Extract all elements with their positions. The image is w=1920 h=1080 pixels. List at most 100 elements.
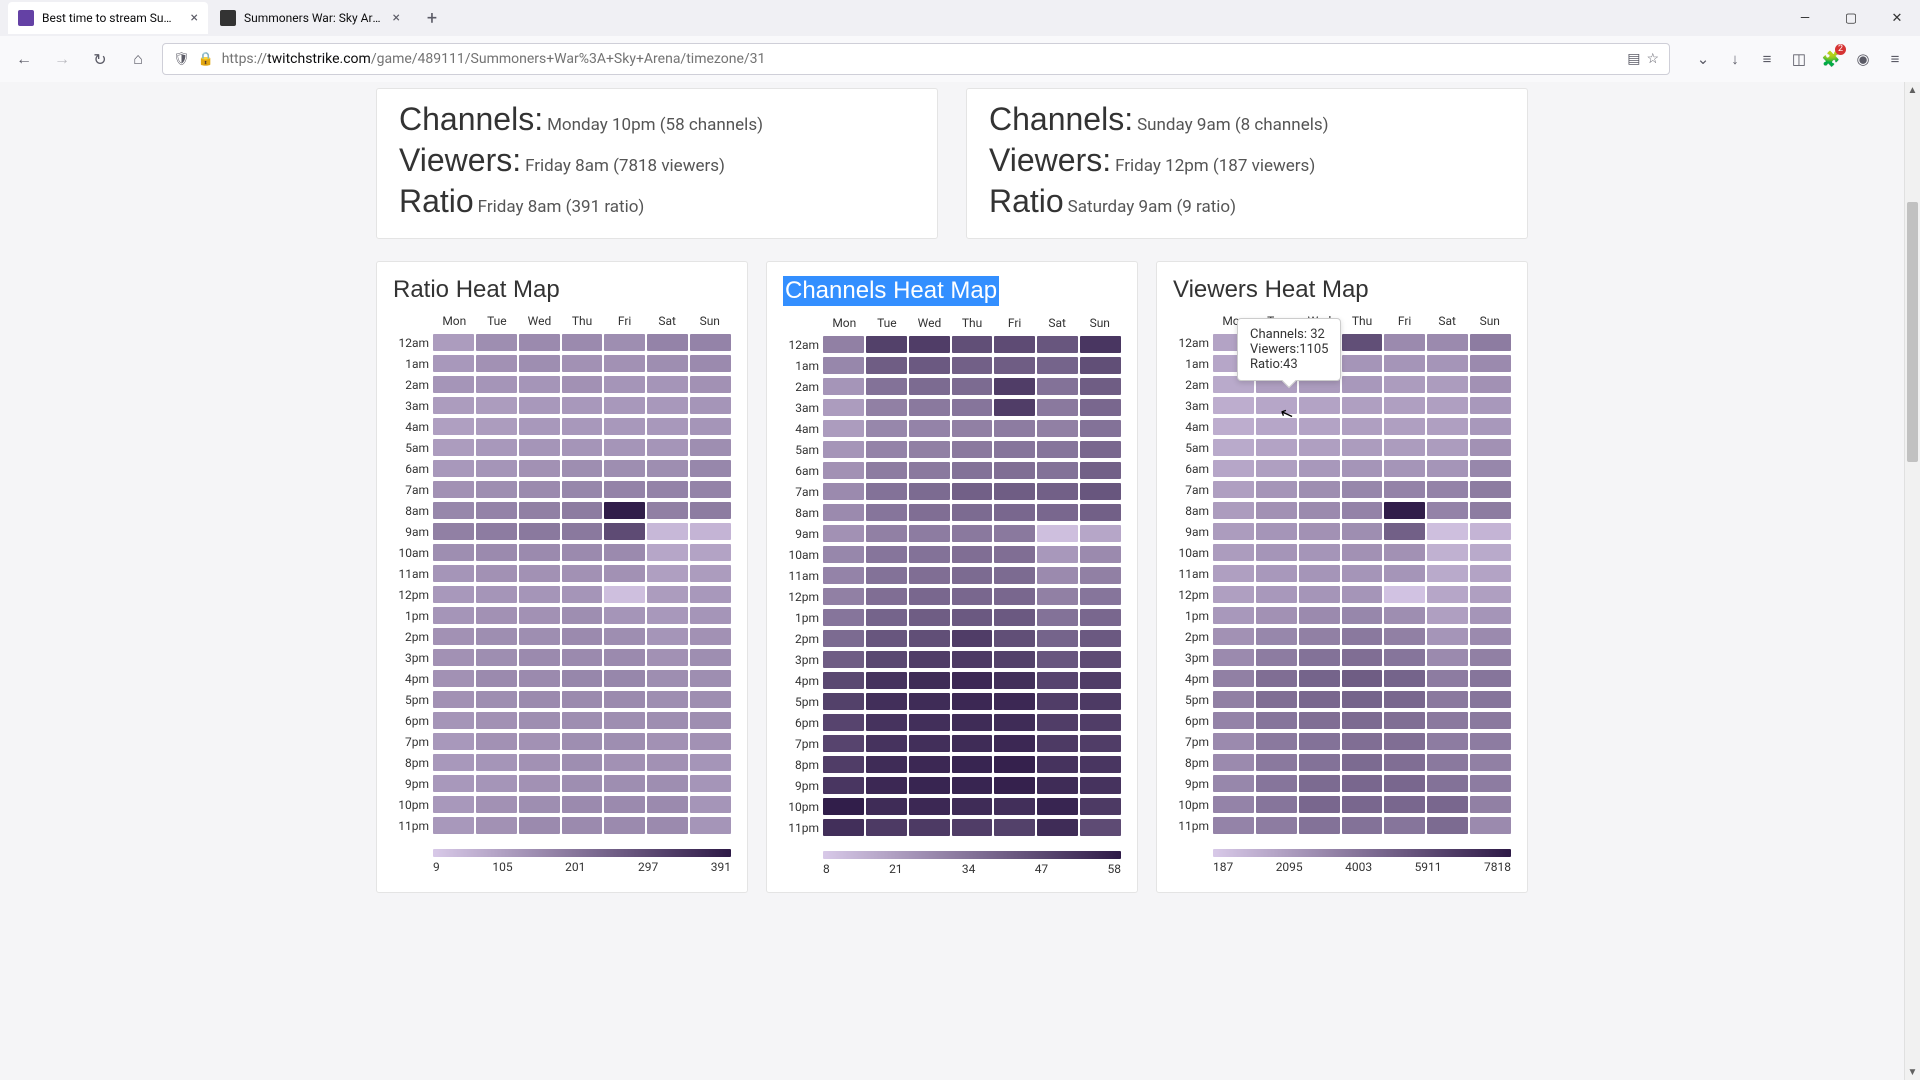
- heatmap-cell[interactable]: [952, 651, 993, 668]
- heatmap-cell[interactable]: [690, 481, 731, 498]
- heatmap-cell[interactable]: [690, 691, 731, 708]
- heatmap-cell[interactable]: [647, 670, 688, 687]
- heatmap-cell[interactable]: [1256, 502, 1297, 519]
- heatmap-cell[interactable]: [647, 817, 688, 834]
- heatmap-cell[interactable]: [604, 544, 645, 561]
- heatmap-cell[interactable]: [433, 397, 474, 414]
- heatmap-cell[interactable]: [604, 775, 645, 792]
- heatmap-cell[interactable]: [1213, 733, 1254, 750]
- heatmap-cell[interactable]: [1427, 586, 1468, 603]
- heatmap-cell[interactable]: [1384, 334, 1425, 351]
- heatmap-cell[interactable]: [519, 607, 560, 624]
- heatmap-cell[interactable]: [866, 525, 907, 542]
- heatmap-cell[interactable]: [433, 355, 474, 372]
- heatmap-cell[interactable]: [690, 460, 731, 477]
- heatmap-cell[interactable]: [1213, 607, 1254, 624]
- heatmap-cell[interactable]: [690, 565, 731, 582]
- heatmap-cell[interactable]: [994, 735, 1035, 752]
- heatmap-cell[interactable]: [1299, 523, 1340, 540]
- heatmap-cell[interactable]: [1427, 523, 1468, 540]
- heatmap-cell[interactable]: [562, 565, 603, 582]
- heatmap-cell[interactable]: [994, 399, 1035, 416]
- heatmap-cell[interactable]: [994, 525, 1035, 542]
- heatmap-cell[interactable]: [952, 630, 993, 647]
- heatmap-cell[interactable]: [1037, 798, 1078, 815]
- heatmap-cell[interactable]: [866, 714, 907, 731]
- downloads-icon[interactable]: ↓: [1720, 44, 1750, 74]
- heatmap-cell[interactable]: [952, 399, 993, 416]
- heatmap-cell[interactable]: [690, 397, 731, 414]
- heatmap-cell[interactable]: [519, 355, 560, 372]
- heatmap-cell[interactable]: [1427, 418, 1468, 435]
- heatmap-cell[interactable]: [519, 586, 560, 603]
- heatmap-cell[interactable]: [866, 693, 907, 710]
- heatmap-cell[interactable]: [1470, 334, 1511, 351]
- heatmap-cell[interactable]: [1213, 586, 1254, 603]
- heatmap-cell[interactable]: [1427, 670, 1468, 687]
- heatmap-cell[interactable]: [909, 756, 950, 773]
- heatmap-cell[interactable]: [647, 460, 688, 477]
- heatmap-cell[interactable]: [1037, 735, 1078, 752]
- heatmap-cell[interactable]: [952, 378, 993, 395]
- heatmap-cell[interactable]: [519, 439, 560, 456]
- heatmap-cell[interactable]: [476, 670, 517, 687]
- heatmap-cell[interactable]: [866, 630, 907, 647]
- heatmap-cell[interactable]: [1037, 651, 1078, 668]
- heatmap-cell[interactable]: [823, 756, 864, 773]
- heatmap-cell[interactable]: [909, 336, 950, 353]
- heatmap-cell[interactable]: [433, 691, 474, 708]
- heatmap-cell[interactable]: [1470, 418, 1511, 435]
- heatmap-cell[interactable]: [562, 544, 603, 561]
- heatmap-cell[interactable]: [866, 504, 907, 521]
- heatmap-cell[interactable]: [952, 672, 993, 689]
- heatmap-cell[interactable]: [823, 378, 864, 395]
- heatmap-cell[interactable]: [909, 567, 950, 584]
- heatmap-cell[interactable]: [1384, 439, 1425, 456]
- heatmap-cell[interactable]: [1256, 439, 1297, 456]
- heatmap-cell[interactable]: [1470, 796, 1511, 813]
- heatmap-cell[interactable]: [433, 712, 474, 729]
- heatmap-cell[interactable]: [1037, 609, 1078, 626]
- heatmap-cell[interactable]: [690, 418, 731, 435]
- heatmap-cell[interactable]: [1427, 460, 1468, 477]
- heatmap-cell[interactable]: [1342, 376, 1383, 393]
- heatmap-cell[interactable]: [1256, 565, 1297, 582]
- heatmap-cell[interactable]: [690, 523, 731, 540]
- heatmap-cell[interactable]: [823, 588, 864, 605]
- heatmap-cell[interactable]: [562, 691, 603, 708]
- heatmap-cell[interactable]: [476, 796, 517, 813]
- heatmap-cell[interactable]: [823, 798, 864, 815]
- heatmap-cell[interactable]: [1470, 670, 1511, 687]
- heatmap-cell[interactable]: [1342, 628, 1383, 645]
- heatmap-cell[interactable]: [1256, 586, 1297, 603]
- heatmap-cell[interactable]: [1080, 336, 1121, 353]
- heatmap-cell[interactable]: [604, 376, 645, 393]
- heatmap-cell[interactable]: [647, 334, 688, 351]
- scroll-thumb[interactable]: [1907, 202, 1918, 462]
- heatmap-cell[interactable]: [1080, 672, 1121, 689]
- heatmap-cell[interactable]: [909, 546, 950, 563]
- heatmap-cell[interactable]: [562, 649, 603, 666]
- heatmap-cell[interactable]: [1384, 649, 1425, 666]
- heatmap-cell[interactable]: [1299, 502, 1340, 519]
- heatmap-cell[interactable]: [476, 691, 517, 708]
- heatmap-cell[interactable]: [1342, 481, 1383, 498]
- heatmap-cell[interactable]: [1256, 775, 1297, 792]
- heatmap-cell[interactable]: [433, 418, 474, 435]
- heatmap-cell[interactable]: [690, 817, 731, 834]
- heatmap-cell[interactable]: [1256, 670, 1297, 687]
- heatmap-cell[interactable]: [952, 525, 993, 542]
- close-icon[interactable]: ×: [393, 10, 400, 26]
- heatmap-cell[interactable]: [1213, 565, 1254, 582]
- heatmap-cell[interactable]: [1299, 586, 1340, 603]
- heatmap-cell[interactable]: [1470, 607, 1511, 624]
- heatmap-cell[interactable]: [994, 798, 1035, 815]
- heatmap-cell[interactable]: [1384, 754, 1425, 771]
- heatmap-cell[interactable]: [1037, 441, 1078, 458]
- heatmap-cell[interactable]: [866, 609, 907, 626]
- heatmap-cell[interactable]: [476, 544, 517, 561]
- heatmap-cell[interactable]: [690, 649, 731, 666]
- heatmap-cell[interactable]: [909, 378, 950, 395]
- heatmap-cell[interactable]: [1384, 607, 1425, 624]
- heatmap-cell[interactable]: [909, 798, 950, 815]
